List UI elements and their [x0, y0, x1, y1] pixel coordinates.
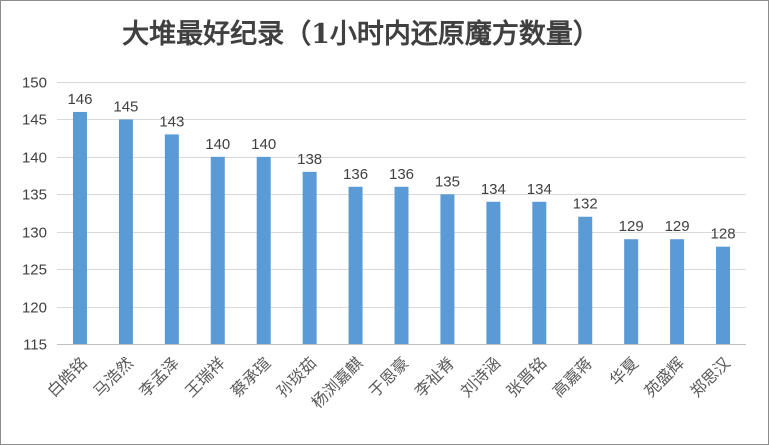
y-tick-label: 120	[22, 300, 47, 317]
category-label: 刘诗涵	[457, 353, 504, 400]
data-label: 136	[343, 166, 368, 183]
y-tick-label: 140	[22, 150, 47, 167]
data-label: 146	[67, 91, 92, 108]
bar	[486, 201, 501, 344]
data-labels: 146 145 143 140 140 138 136 136 135 134 134 132 129 1…	[67, 91, 735, 243]
data-label: 138	[297, 151, 322, 168]
category-label: 王瑞祥	[181, 353, 228, 400]
y-tick-label: 115	[23, 337, 47, 354]
category-label: 李孟泽	[135, 353, 182, 400]
data-label: 134	[527, 181, 552, 198]
y-tick-label: 150	[22, 75, 47, 92]
bar	[164, 134, 179, 344]
category-label: 苑盛辉	[641, 353, 688, 400]
data-label: 145	[113, 98, 138, 115]
category-label: 于恩豪	[365, 353, 412, 400]
bar	[348, 186, 363, 344]
category-label: 蔡承瑄	[227, 353, 274, 400]
category-label: 华夏	[606, 353, 642, 389]
category-label: 白皓铭	[43, 353, 90, 400]
bar	[72, 111, 87, 344]
data-label: 136	[389, 166, 414, 183]
y-tick-label: 130	[22, 225, 47, 242]
data-label: 143	[159, 113, 184, 130]
data-label: 132	[573, 196, 598, 213]
data-label: 129	[665, 218, 690, 235]
y-tick-label: 145	[22, 112, 47, 129]
category-label: 高嘉蒋	[549, 353, 596, 400]
data-label: 140	[205, 136, 230, 153]
data-label: 129	[619, 218, 644, 235]
bar	[256, 156, 271, 344]
bar	[394, 186, 409, 344]
category-label: 马浩然	[89, 353, 136, 400]
bars	[72, 111, 731, 344]
bar	[670, 239, 685, 344]
category-label: 杨浏嘉麒	[308, 353, 367, 412]
y-axis-ticks: 115 120 125 130 135 140 145 150	[22, 75, 47, 354]
category-label: 郑思汉	[686, 353, 733, 400]
category-label: 李祉脊	[411, 353, 458, 400]
category-label: 张晋铭	[503, 353, 550, 400]
data-label: 135	[435, 173, 460, 190]
bar	[532, 201, 547, 344]
bar	[118, 119, 133, 344]
bar	[624, 239, 639, 344]
bar	[716, 246, 731, 344]
data-label: 128	[711, 226, 736, 243]
bar	[440, 194, 455, 344]
y-tick-label: 135	[22, 187, 47, 204]
bar	[578, 216, 593, 344]
data-label: 134	[481, 181, 506, 198]
y-tick-label: 125	[22, 262, 47, 279]
bar	[302, 171, 317, 344]
chart-title: 大堆最好纪录（1小时内还原魔方数量）	[122, 18, 600, 50]
data-label: 140	[251, 136, 276, 153]
bar	[210, 156, 225, 344]
